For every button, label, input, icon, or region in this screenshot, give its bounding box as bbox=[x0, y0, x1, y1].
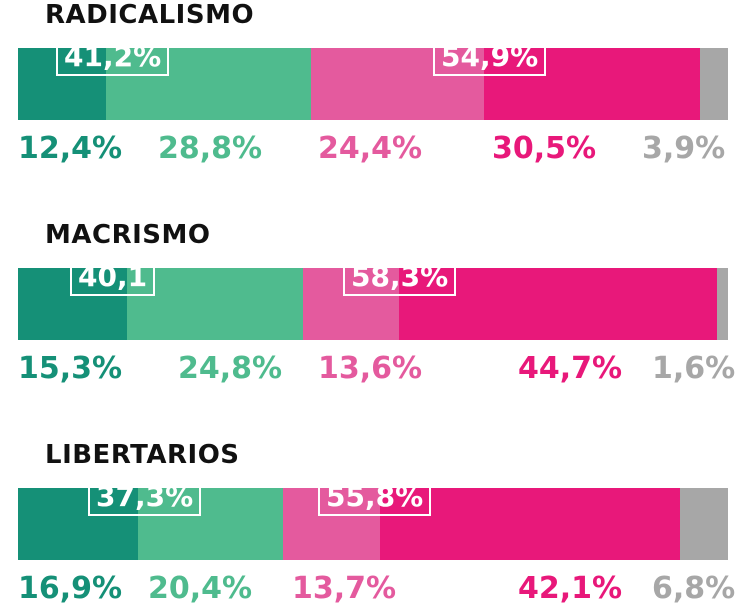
gray-segment bbox=[716, 268, 728, 340]
group-title: LIBERTARIOS bbox=[45, 440, 240, 470]
light-green-segment bbox=[106, 48, 311, 120]
light-pink-segment bbox=[283, 488, 381, 560]
pink-total-box: 55,8% bbox=[318, 478, 432, 516]
dark-pink-segment bbox=[399, 268, 717, 340]
dark-green-value: 15,3% bbox=[18, 351, 123, 386]
light-pink-segment bbox=[310, 48, 484, 120]
light-pink-value: 13,6% bbox=[318, 351, 423, 386]
dark-pink-value: 30,5% bbox=[492, 131, 597, 166]
stacked-bar: 37,3% 55,8% bbox=[18, 478, 728, 560]
light-green-value: 24,8% bbox=[178, 351, 283, 386]
light-pink-segment bbox=[302, 268, 400, 340]
group-title: RADICALISMO bbox=[45, 0, 255, 30]
pink-total-box: 58,3% bbox=[343, 258, 457, 296]
dark-green-segment bbox=[18, 488, 139, 560]
dark-pink-segment bbox=[483, 48, 701, 120]
gray-segment bbox=[679, 488, 728, 560]
dark-green-segment bbox=[18, 48, 107, 120]
green-total-box: 37,3% bbox=[88, 478, 202, 516]
gray-segment bbox=[700, 48, 728, 120]
light-pink-value: 13,7% bbox=[292, 571, 397, 606]
gray-value: 6,8% bbox=[652, 571, 736, 606]
light-green-value: 28,8% bbox=[158, 131, 263, 166]
dark-green-value: 12,4% bbox=[18, 131, 123, 166]
light-green-segment bbox=[126, 268, 303, 340]
dark-pink-value: 42,1% bbox=[518, 571, 623, 606]
pink-total-box: 54,9% bbox=[433, 38, 547, 76]
green-total-box: 40,1 bbox=[70, 258, 156, 296]
group-title: MACRISMO bbox=[45, 220, 211, 250]
green-total-box: 41,2% bbox=[56, 38, 170, 76]
dark-green-segment bbox=[18, 268, 127, 340]
light-green-value: 20,4% bbox=[148, 571, 253, 606]
stacked-bar: 40,1 58,3% bbox=[18, 258, 728, 340]
dark-green-value: 16,9% bbox=[18, 571, 123, 606]
gray-value: 3,9% bbox=[642, 131, 726, 166]
dark-pink-value: 44,7% bbox=[518, 351, 623, 386]
stacked-bar: 41,2% 54,9% bbox=[18, 38, 728, 120]
light-pink-value: 24,4% bbox=[318, 131, 423, 166]
gray-value: 1,6% bbox=[652, 351, 736, 386]
light-green-segment bbox=[138, 488, 284, 560]
